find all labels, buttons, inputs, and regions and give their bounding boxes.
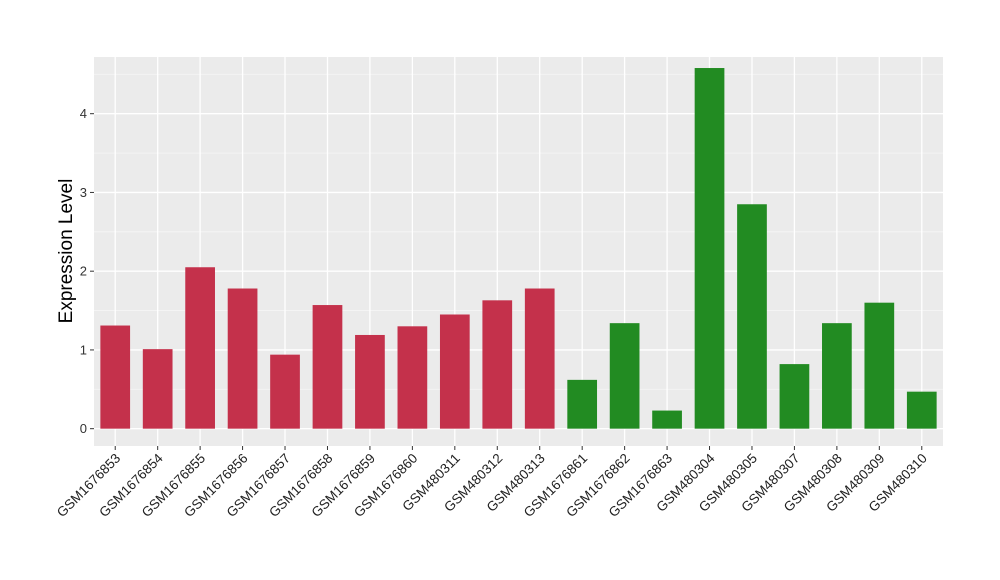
plot-panel [94,57,943,446]
bar-GSM1676853 [100,325,131,429]
bar-GSM1676854 [142,349,173,429]
bar-GSM1676859 [355,334,385,429]
bar-GSM480304 [694,68,725,429]
y-tick-label: 1 [80,342,87,357]
bar-GSM1676861 [567,379,598,429]
bars [100,68,937,429]
bar-GSM480312 [482,300,513,429]
bar-GSM480311 [439,314,470,429]
bar-GSM480307 [779,364,810,429]
bar-GSM1676862 [609,323,640,429]
y-tick-label: 4 [80,106,87,121]
bar-GSM1676860 [397,326,428,429]
bar-GSM1676863 [652,410,682,429]
bar-GSM1676855 [185,267,215,429]
bar-GSM480310 [906,391,937,429]
bar-GSM480309 [864,302,895,429]
y-tick-label: 2 [80,264,87,279]
bar-GSM1676856 [227,288,258,429]
bar-GSM1676858 [312,305,343,429]
bar-GSM480305 [737,204,767,429]
bar-GSM1676857 [270,354,300,429]
y-tick-label: 0 [80,421,87,436]
y-tick-label: 3 [80,185,87,200]
x-axis: GSM1676853GSM1676854GSM1676855GSM1676856… [54,446,930,520]
bar-GSM480313 [524,288,555,429]
y-axis-title: Expression Level [56,179,77,324]
y-axis: 0 1 2 3 4 [80,106,94,436]
bar-GSM480308 [822,323,852,429]
